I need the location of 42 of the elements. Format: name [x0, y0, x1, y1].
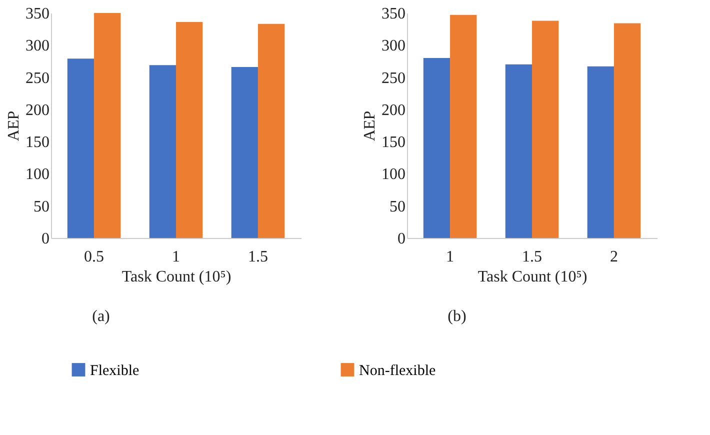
bar	[505, 64, 532, 238]
bar	[258, 24, 285, 238]
y-tick-label: 250	[26, 70, 50, 87]
bar	[149, 65, 176, 238]
y-tick-label: 50	[34, 198, 50, 216]
y-tick-label: 100	[26, 166, 50, 184]
y-tick-label: 200	[26, 102, 50, 119]
y-tick-label: 300	[26, 38, 50, 55]
bar	[231, 67, 258, 238]
text: (b)	[448, 308, 466, 325]
y-axis-title: AEP	[362, 110, 378, 142]
x-tick-label: 1	[172, 248, 180, 266]
y-axis-title: AEP	[6, 110, 22, 142]
y-tick-label: 100	[382, 166, 406, 184]
legend-label: Non-flexible	[359, 362, 436, 379]
y-tick-label: 350	[382, 6, 406, 22]
bar	[587, 66, 614, 238]
x-tick-label: 2	[610, 248, 618, 266]
x-tick-label: 1	[446, 248, 454, 266]
y-tick-label: 150	[26, 134, 50, 152]
y-tick-label: 150	[382, 134, 406, 152]
y-tick-label: 300	[382, 38, 406, 55]
bar	[423, 58, 450, 238]
bar	[614, 23, 641, 238]
y-tick-label: 350	[26, 6, 50, 22]
x-tick-label: 1.5	[248, 248, 268, 266]
bar	[94, 13, 121, 238]
y-tick-label: 200	[382, 102, 406, 119]
text: (a)	[92, 308, 110, 325]
legend-label: Flexible	[90, 362, 140, 379]
bar	[450, 14, 477, 238]
x-tick-label: 0.5	[84, 248, 104, 266]
y-tick-label: 0	[42, 230, 50, 248]
y-tick-label: 0	[398, 230, 406, 248]
x-axis-title: Task Count (10⁵)	[478, 268, 588, 286]
bar	[532, 20, 559, 238]
bar	[176, 22, 203, 238]
y-tick-label: 250	[382, 70, 406, 87]
bar	[67, 58, 94, 238]
x-axis-title: Task Count (10⁵)	[122, 268, 232, 286]
y-tick-label: 50	[390, 198, 406, 216]
x-tick-label: 1.5	[522, 248, 542, 266]
